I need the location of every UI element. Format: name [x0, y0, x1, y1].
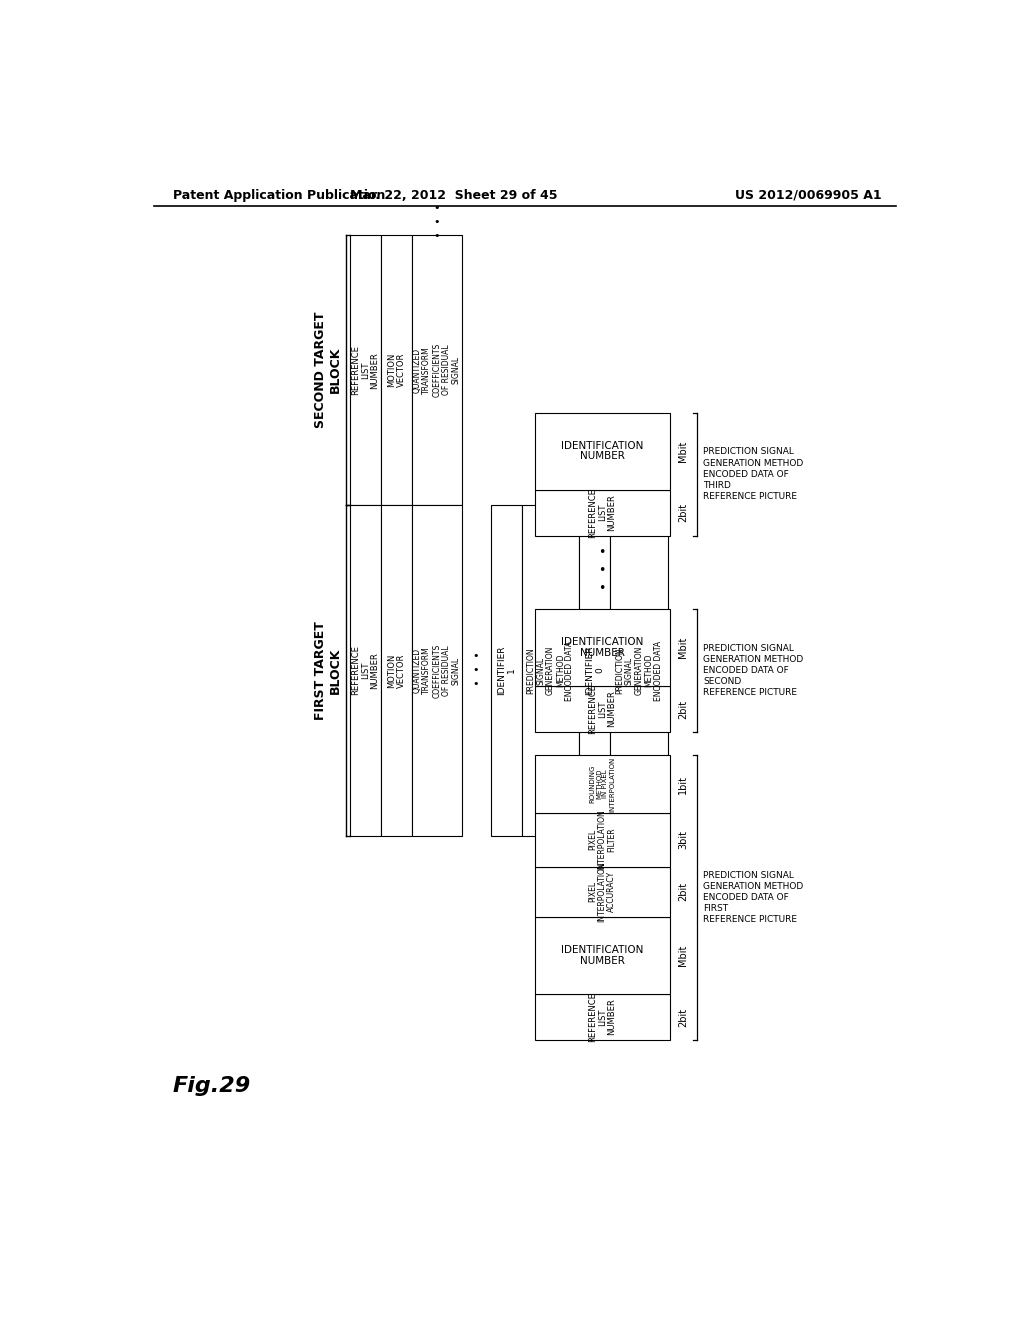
Bar: [580, 506, 610, 836]
Text: Mbit: Mbit: [679, 441, 688, 462]
Text: 2bit: 2bit: [679, 700, 688, 718]
Text: PREDICTION
SIGNAL
GENERATION
METHOD
ENCODED DATA: PREDICTION SIGNAL GENERATION METHOD ENCO…: [615, 640, 664, 701]
Bar: [412, 235, 462, 506]
Text: REFERENCE
LIST
NUMBER: REFERENCE LIST NUMBER: [588, 993, 616, 1041]
Bar: [535, 609, 670, 686]
Text: REFERENCE
LIST
NUMBER: REFERENCE LIST NUMBER: [588, 684, 616, 734]
Text: Fig.29: Fig.29: [173, 1076, 251, 1096]
Text: 2bit: 2bit: [679, 503, 688, 523]
Text: 2bit: 2bit: [679, 1007, 688, 1027]
Bar: [535, 994, 670, 1040]
Text: PREDICTION SIGNAL
GENERATION METHOD
ENCODED DATA OF
SECOND
REFERENCE PICTURE: PREDICTION SIGNAL GENERATION METHOD ENCO…: [703, 644, 804, 697]
Bar: [610, 506, 668, 836]
Text: IDENTIFIER
0: IDENTIFIER 0: [586, 645, 604, 696]
Bar: [535, 813, 670, 867]
Bar: [350, 506, 381, 836]
Bar: [535, 917, 670, 994]
Text: QUANTIZED
TRANSFORM
COEFFICIENTS
OF RESIDUAL
SIGNAL: QUANTIZED TRANSFORM COEFFICIENTS OF RESI…: [413, 343, 461, 397]
Text: Patent Application Publication: Patent Application Publication: [173, 189, 385, 202]
Text: PIXEL
INTERPOLATION
ACCURACY: PIXEL INTERPOLATION ACCURACY: [588, 862, 616, 923]
Text: 3bit: 3bit: [679, 830, 688, 849]
Text: MOTION
VECTOR: MOTION VECTOR: [387, 653, 406, 688]
Text: Mbit: Mbit: [679, 945, 688, 966]
Bar: [521, 506, 580, 836]
Text: ROUNDING
METHOD
IN PIXEL
INTERPOLATION: ROUNDING METHOD IN PIXEL INTERPOLATION: [590, 756, 615, 812]
Bar: [350, 235, 381, 506]
Bar: [535, 686, 670, 733]
Text: IDENTIFICATION
NUMBER: IDENTIFICATION NUMBER: [561, 441, 643, 462]
Bar: [490, 506, 521, 836]
Text: SECOND TARGET
BLOCK: SECOND TARGET BLOCK: [314, 312, 342, 429]
Text: IDENTIFICATION
NUMBER: IDENTIFICATION NUMBER: [561, 945, 643, 966]
Text: IDENTIFICATION
NUMBER: IDENTIFICATION NUMBER: [561, 638, 643, 657]
Text: QUANTIZED
TRANSFORM
COEFFICIENTS
OF RESIDUAL
SIGNAL: QUANTIZED TRANSFORM COEFFICIENTS OF RESI…: [413, 643, 461, 697]
Bar: [535, 867, 670, 917]
Text: REFERENCE
LIST
NUMBER: REFERENCE LIST NUMBER: [588, 487, 616, 537]
Text: Mar. 22, 2012  Sheet 29 of 45: Mar. 22, 2012 Sheet 29 of 45: [350, 189, 558, 202]
Bar: [535, 412, 670, 490]
Bar: [535, 490, 670, 536]
Text: •
•
•: • • •: [472, 652, 479, 689]
Text: PREDICTION
SIGNAL
GENERATION
METHOD
ENCODED DATA: PREDICTION SIGNAL GENERATION METHOD ENCO…: [526, 640, 574, 701]
Text: PREDICTION SIGNAL
GENERATION METHOD
ENCODED DATA OF
FIRST
REFERENCE PICTURE: PREDICTION SIGNAL GENERATION METHOD ENCO…: [703, 871, 804, 924]
Text: REFERENCE
LIST
NUMBER: REFERENCE LIST NUMBER: [351, 645, 380, 696]
Bar: [381, 506, 412, 836]
Bar: [412, 506, 462, 836]
Text: PREDICTION SIGNAL
GENERATION METHOD
ENCODED DATA OF
THIRD
REFERENCE PICTURE: PREDICTION SIGNAL GENERATION METHOD ENCO…: [703, 447, 804, 500]
Text: PIXEL
INTERPOLATION
FILTER: PIXEL INTERPOLATION FILTER: [588, 809, 616, 870]
Bar: [381, 235, 412, 506]
Text: 1bit: 1bit: [679, 775, 688, 793]
Text: •
•
•: • • •: [598, 546, 606, 595]
Text: REFERENCE
LIST
NUMBER: REFERENCE LIST NUMBER: [351, 346, 380, 395]
Text: IDENTIFIER
1: IDENTIFIER 1: [497, 645, 516, 696]
Text: FIRST TARGET
BLOCK: FIRST TARGET BLOCK: [314, 620, 342, 719]
Text: Mbit: Mbit: [679, 636, 688, 659]
Text: US 2012/0069905 A1: US 2012/0069905 A1: [734, 189, 882, 202]
Text: •
•
•: • • •: [433, 202, 440, 240]
Bar: [535, 755, 670, 813]
Text: MOTION
VECTOR: MOTION VECTOR: [387, 352, 406, 387]
Text: 2bit: 2bit: [679, 882, 688, 902]
